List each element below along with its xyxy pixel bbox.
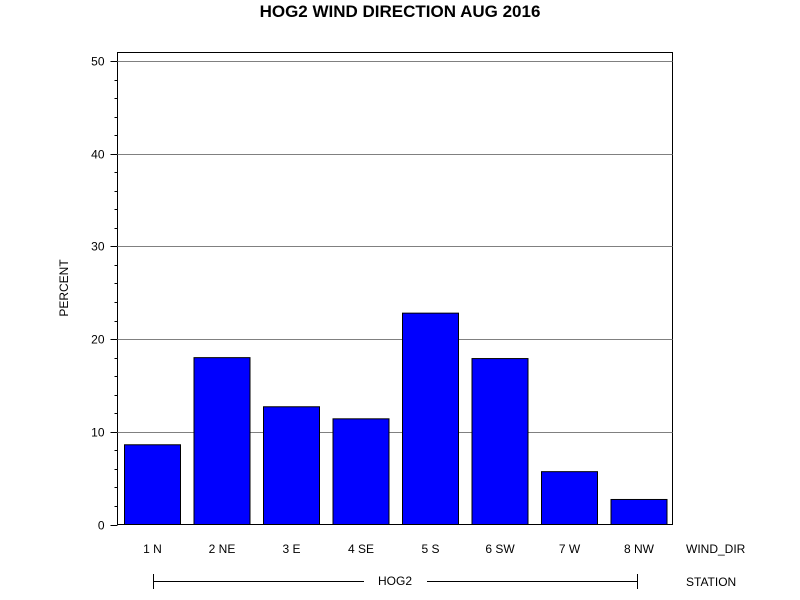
group-label: HOG2: [378, 574, 412, 588]
plot-frame: [117, 52, 673, 525]
y-axis-minor-ticks: [114, 80, 118, 507]
x-tick-label: 6 SW: [485, 542, 515, 556]
x-tick-label: 3 E: [282, 542, 300, 556]
bar: [124, 444, 181, 526]
bar: [610, 498, 668, 526]
x-tick-label: 7 W: [559, 542, 581, 556]
bar: [332, 418, 390, 525]
y-tick-label: 10: [91, 426, 105, 440]
y-tick-label: 20: [91, 333, 105, 347]
y-tick-label: 50: [91, 55, 105, 69]
y-tick-label: 30: [91, 240, 105, 254]
x-tick-label: 1 N: [143, 542, 162, 556]
x-tick-label: 2 NE: [209, 542, 236, 556]
x-axis-tick-labels: 1 N 2 NE 3 E 4 SE 5 S 6 SW 7 W 8 NW: [143, 542, 655, 556]
bar: [193, 357, 251, 526]
y-axis-label: PERCENT: [57, 259, 71, 317]
x-tick-label: 8 NW: [624, 542, 655, 556]
group-axis-label: STATION: [686, 575, 736, 589]
y-tick-label: 40: [91, 148, 105, 162]
chart-title: HOG2 WIND DIRECTION AUG 2016: [259, 2, 541, 21]
bars: [124, 312, 668, 526]
x-tick-label: 5 S: [421, 542, 439, 556]
bar: [541, 471, 598, 526]
y-tick-label: 0: [98, 519, 105, 533]
y-axis-ticks: 0 10 20 30 40 50: [91, 55, 118, 533]
x-axis-label: WIND_DIR: [686, 542, 746, 556]
x-tick-label: 4 SE: [348, 542, 374, 556]
station-group-axis: HOG2: [153, 574, 638, 589]
bar: [402, 312, 459, 526]
bar: [471, 358, 529, 525]
bar: [263, 406, 320, 525]
